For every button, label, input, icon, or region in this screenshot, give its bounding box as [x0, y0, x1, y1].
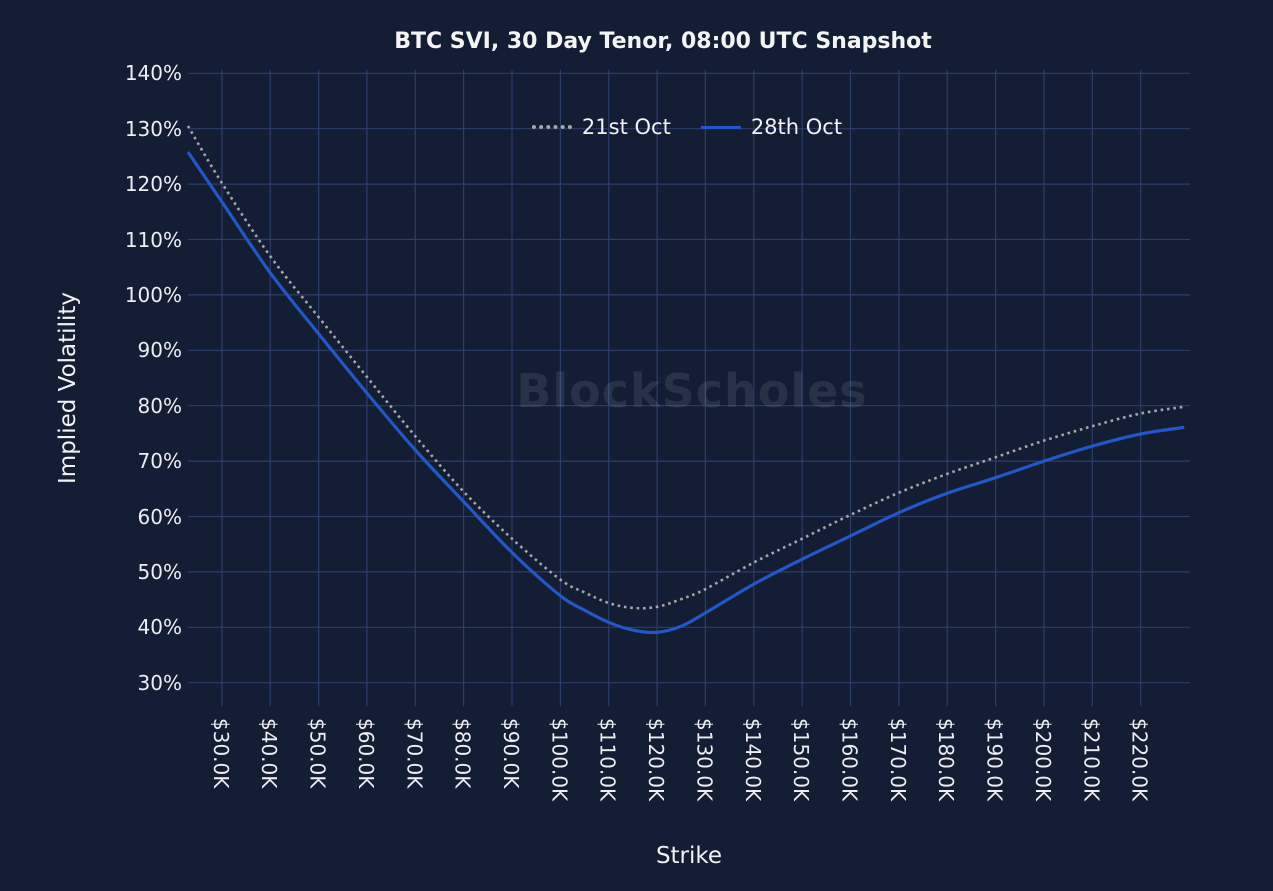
legend-item-21st-oct[interactable]: 21st Oct	[531, 115, 671, 139]
x-tick-label: $140.0K	[740, 718, 765, 802]
y-tick-label: 140%	[124, 61, 182, 86]
y-tick-label: 100%	[124, 282, 182, 307]
series-line-28th-oct	[186, 151, 1185, 635]
x-tick-label: $120.0K	[644, 718, 669, 802]
y-tick-label: 50%	[137, 559, 182, 584]
y-tick-label: 90%	[137, 338, 182, 363]
x-tick-label: $150.0K	[789, 718, 814, 802]
legend-label: 21st Oct	[581, 115, 671, 139]
x-tick-label: $210.0K	[1079, 718, 1104, 802]
x-axis-title: Strike	[655, 843, 723, 869]
y-tick-label: 40%	[137, 615, 182, 640]
x-tick-label: $50.0K	[305, 718, 330, 789]
x-tick-label: $200.0K	[1031, 718, 1055, 802]
legend: 21st Oct 28th Oct	[531, 115, 843, 139]
solid-line-swatch-icon	[700, 125, 741, 129]
x-tick-label: $40.0K	[257, 718, 282, 789]
y-tick-label: 60%	[137, 504, 182, 529]
chart-title: BTC SVI, 30 Day Tenor, 08:00 UTC Snapsho…	[394, 29, 932, 54]
x-tick-label: $170.0K	[885, 718, 910, 802]
x-tick-label: $80.0K	[450, 718, 475, 789]
x-tick-label: $180.0K	[934, 718, 959, 802]
legend-item-28th-oct[interactable]: 28th Oct	[700, 115, 843, 139]
legend-label: 28th Oct	[750, 115, 843, 139]
x-tick-label: $190.0K	[982, 718, 1007, 802]
gridlines	[188, 70, 1190, 706]
x-tick-label: $30.0K	[208, 718, 233, 789]
x-tick-label: $220.0K	[1127, 718, 1152, 802]
x-tick-label: $60.0K	[353, 718, 378, 789]
x-tick-label: $160.0K	[837, 718, 862, 802]
blockscholes-watermark: BlockScholes	[516, 364, 868, 418]
x-tick-label: $130.0K	[692, 718, 717, 802]
y-tick-label: 80%	[137, 393, 182, 418]
y-tick-label: 70%	[137, 449, 182, 474]
x-tick-label: $110.0K	[595, 718, 620, 802]
x-tick-label: $90.0K	[499, 718, 523, 789]
y-tick-label: 110%	[124, 227, 182, 252]
y-axis-title: Implied Volatility	[55, 292, 81, 484]
series-lines	[186, 125, 1185, 635]
x-tick-label: $70.0K	[402, 718, 427, 789]
y-tick-label: 30%	[137, 670, 182, 695]
x-tick-label: $100.0K	[547, 718, 572, 802]
y-tick-label: 130%	[124, 116, 182, 141]
y-tick-label: 120%	[124, 172, 182, 197]
dotted-line-swatch-icon	[531, 125, 572, 129]
